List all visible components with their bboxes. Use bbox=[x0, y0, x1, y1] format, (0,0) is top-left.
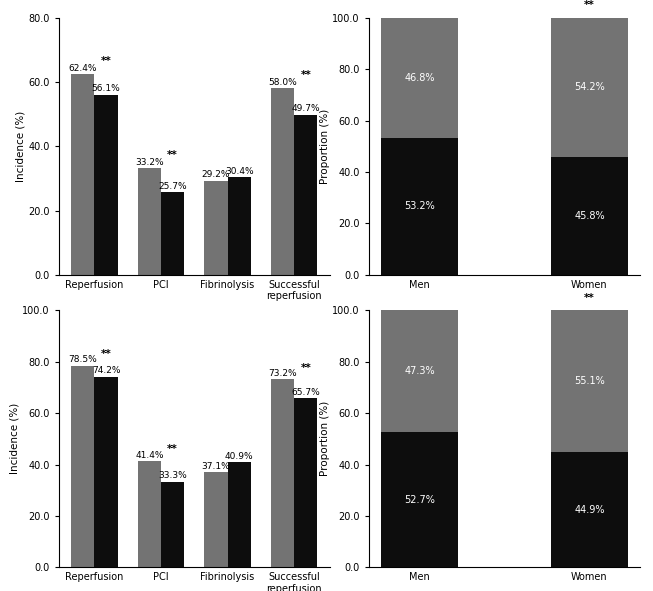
Text: 52.7%: 52.7% bbox=[404, 495, 435, 505]
Legend: Men, Women: Men, Women bbox=[63, 352, 172, 362]
Text: 56.1%: 56.1% bbox=[91, 84, 120, 93]
Bar bbox=[227, 177, 251, 275]
Bar bbox=[381, 432, 458, 567]
Bar bbox=[138, 168, 161, 275]
Bar bbox=[204, 181, 227, 275]
Text: (a): (a) bbox=[187, 403, 202, 413]
Text: 55.1%: 55.1% bbox=[574, 376, 605, 386]
Bar bbox=[161, 482, 184, 567]
Text: 47.3%: 47.3% bbox=[404, 366, 435, 376]
Text: 46.8%: 46.8% bbox=[404, 73, 435, 83]
Text: 25.7%: 25.7% bbox=[158, 181, 187, 191]
Bar bbox=[551, 452, 628, 567]
Bar bbox=[227, 462, 251, 567]
Text: 41.4%: 41.4% bbox=[135, 451, 163, 460]
Bar bbox=[551, 310, 628, 452]
Text: (b): (b) bbox=[496, 403, 513, 413]
Y-axis label: Proportion (%): Proportion (%) bbox=[319, 109, 330, 184]
Bar bbox=[551, 157, 628, 275]
Text: 74.2%: 74.2% bbox=[92, 366, 120, 375]
Y-axis label: Proportion (%): Proportion (%) bbox=[319, 401, 330, 476]
Bar bbox=[271, 89, 294, 275]
Bar bbox=[95, 95, 118, 275]
Bar bbox=[71, 366, 95, 567]
Legend: Fibrinolysis, PCI: Fibrinolysis, PCI bbox=[374, 352, 494, 362]
Text: 44.9%: 44.9% bbox=[574, 505, 605, 515]
Text: 62.4%: 62.4% bbox=[69, 64, 97, 73]
Text: 45.8%: 45.8% bbox=[574, 211, 605, 221]
Text: **: ** bbox=[584, 0, 595, 10]
Text: 54.2%: 54.2% bbox=[574, 82, 605, 92]
Bar bbox=[381, 310, 458, 432]
Text: 78.5%: 78.5% bbox=[69, 355, 97, 364]
Text: 40.9%: 40.9% bbox=[225, 452, 253, 461]
Bar bbox=[204, 472, 227, 567]
Bar bbox=[138, 461, 161, 567]
Text: 65.7%: 65.7% bbox=[291, 388, 320, 397]
Text: 29.2%: 29.2% bbox=[202, 170, 230, 180]
Bar bbox=[551, 18, 628, 157]
Bar bbox=[271, 379, 294, 567]
Text: **: ** bbox=[167, 150, 178, 160]
Text: 58.0%: 58.0% bbox=[268, 78, 297, 87]
Y-axis label: Incidence (%): Incidence (%) bbox=[16, 111, 25, 182]
Text: **P<0.001: **P<0.001 bbox=[369, 372, 421, 382]
Bar bbox=[95, 376, 118, 567]
Text: 37.1%: 37.1% bbox=[202, 462, 231, 470]
Text: **: ** bbox=[300, 363, 311, 373]
Text: **: ** bbox=[584, 293, 595, 303]
Bar bbox=[71, 74, 95, 275]
Text: **P<0.001: **P<0.001 bbox=[59, 372, 110, 382]
Bar bbox=[294, 115, 317, 275]
Bar bbox=[381, 138, 458, 275]
Text: **: ** bbox=[167, 444, 178, 454]
Text: 33.3%: 33.3% bbox=[158, 472, 187, 480]
Bar bbox=[161, 192, 184, 275]
Text: **: ** bbox=[300, 70, 311, 80]
Text: 53.2%: 53.2% bbox=[404, 202, 435, 212]
Text: 33.2%: 33.2% bbox=[135, 158, 164, 167]
Y-axis label: Incidence (%): Incidence (%) bbox=[9, 403, 20, 475]
Text: 49.7%: 49.7% bbox=[291, 105, 320, 113]
Text: 30.4%: 30.4% bbox=[225, 167, 253, 176]
Text: 73.2%: 73.2% bbox=[268, 369, 297, 378]
Bar bbox=[381, 18, 458, 138]
Text: **: ** bbox=[101, 56, 112, 66]
Text: **: ** bbox=[101, 349, 112, 359]
Bar bbox=[294, 398, 317, 567]
